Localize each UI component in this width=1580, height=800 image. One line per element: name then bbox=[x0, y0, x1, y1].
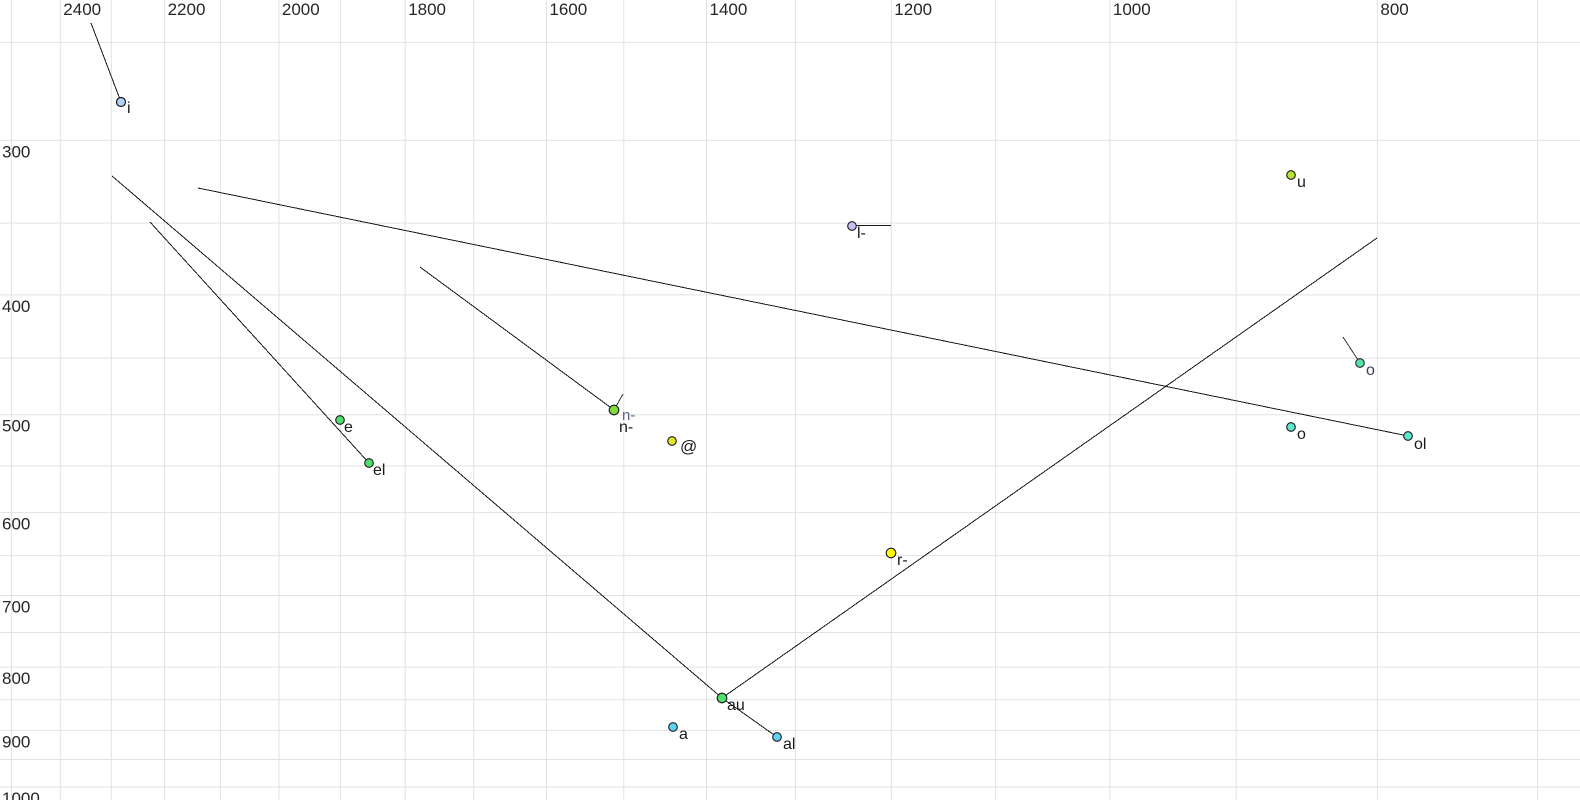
svg-text:800: 800 bbox=[1380, 0, 1408, 19]
svg-text:o: o bbox=[1366, 362, 1375, 379]
svg-text:n-: n- bbox=[619, 419, 633, 436]
svg-text:u: u bbox=[1297, 174, 1306, 191]
svg-text:au: au bbox=[727, 697, 745, 714]
svg-text:500: 500 bbox=[2, 417, 30, 436]
svg-text:600: 600 bbox=[2, 515, 30, 534]
svg-text:2000: 2000 bbox=[282, 0, 320, 19]
svg-text:e: e bbox=[344, 419, 353, 436]
svg-text:400: 400 bbox=[2, 297, 30, 316]
svg-text:el: el bbox=[373, 462, 385, 479]
svg-text:1600: 1600 bbox=[549, 0, 587, 19]
svg-text:1000: 1000 bbox=[1113, 0, 1151, 19]
svg-text:1400: 1400 bbox=[710, 0, 748, 19]
svg-text:@: @ bbox=[680, 437, 697, 456]
svg-text:a: a bbox=[679, 726, 688, 743]
svg-text:l-: l- bbox=[857, 225, 866, 242]
svg-text:r-: r- bbox=[897, 552, 908, 569]
svg-text:1000: 1000 bbox=[2, 789, 40, 800]
svg-text:ol: ol bbox=[1414, 436, 1426, 453]
svg-text:900: 900 bbox=[2, 732, 30, 751]
svg-text:800: 800 bbox=[2, 669, 30, 688]
svg-text:al: al bbox=[783, 736, 795, 753]
svg-text:2200: 2200 bbox=[168, 0, 206, 19]
svg-text:1200: 1200 bbox=[894, 0, 932, 19]
svg-text:700: 700 bbox=[2, 597, 30, 616]
svg-text:i: i bbox=[127, 100, 131, 117]
svg-text:2400: 2400 bbox=[63, 0, 101, 19]
svg-text:o: o bbox=[1297, 426, 1306, 443]
svg-text:300: 300 bbox=[2, 142, 30, 161]
svg-text:1800: 1800 bbox=[408, 0, 446, 19]
